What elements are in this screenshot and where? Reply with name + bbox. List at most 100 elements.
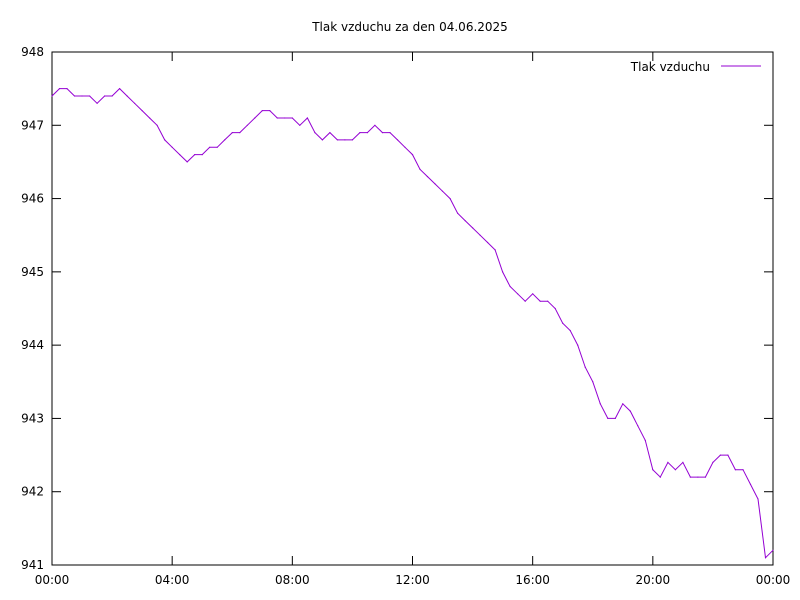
data-point [111,95,113,97]
data-point [389,132,391,134]
data-point [592,381,594,383]
series-line-tlak-vzduchu [51,87,774,559]
data-point [269,110,271,112]
x-tick-label: 00:00 [756,573,791,587]
y-tick-label: 947 [21,118,44,132]
data-point [464,220,466,222]
x-tick-label: 12:00 [395,573,430,587]
data-point [359,132,361,134]
data-point [314,132,316,134]
x-axis: 00:00 04:00 08:00 12:00 16:00 20:00 00:00 [35,52,791,587]
data-point [51,95,53,97]
data-point [216,146,218,148]
data-point [637,425,639,427]
data-point [179,154,181,156]
data-point [532,293,534,295]
data-point [261,110,263,112]
data-point [689,476,692,478]
data-point [231,132,233,134]
data-point [344,139,346,141]
data-point [577,344,579,346]
data-point [104,95,106,97]
data-point [629,410,631,412]
data-point [547,300,549,302]
data-point [539,300,541,302]
data-point [772,549,774,551]
data-point [96,102,98,104]
data-point [734,469,737,471]
data-point [554,307,556,310]
x-tick-label: 00:00 [35,573,70,587]
data-point [659,476,661,478]
data-point [209,146,211,148]
data-point [569,329,571,332]
data-point [614,417,616,419]
data-point [479,234,481,236]
data-point [81,95,83,97]
data-point [494,249,496,251]
data-point [697,476,699,478]
data-point [194,154,196,156]
series-layer [51,87,774,559]
data-point [502,271,504,273]
x-tick-label: 16:00 [515,573,550,587]
data-point [764,557,767,559]
data-point [599,403,601,405]
data-point [201,154,203,156]
data-point [562,322,564,324]
plot-frame [51,51,774,566]
data-point [742,469,744,471]
y-tick-label: 945 [21,265,44,279]
data-point [246,124,248,126]
data-point [134,102,136,104]
data-point [396,139,399,141]
y-tick-label: 948 [21,45,44,59]
data-point [674,469,677,471]
data-point [306,117,308,119]
y-tick-label: 942 [21,485,44,499]
data-point [727,454,729,456]
data-point [171,146,173,148]
data-point [224,139,226,141]
data-point [652,469,654,471]
data-point [472,227,474,229]
y-tick-label: 943 [21,411,44,425]
data-point [141,110,143,112]
data-point [149,117,151,119]
x-tick-label: 08:00 [275,573,310,587]
data-point [434,183,436,185]
data-point [66,88,68,90]
data-point [704,476,707,478]
data-point [299,124,301,126]
data-point [89,95,91,97]
data-point [329,132,331,134]
data-point [119,88,121,90]
data-point [712,461,714,463]
y-tick-label: 946 [21,192,44,206]
data-point [351,139,353,141]
data-point [411,154,414,156]
data-point [682,461,684,463]
data-point [607,417,609,419]
data-point [644,439,646,441]
data-point [517,293,519,295]
x-tick-label: 20:00 [636,573,671,587]
data-point [449,198,451,200]
data-point [419,168,421,170]
data-point [73,95,76,97]
data-point [667,461,669,463]
data-point [126,95,128,97]
data-point [336,139,338,141]
data-point [254,117,256,119]
y-tick-label: 944 [21,338,44,352]
data-point [584,366,586,368]
data-point [284,117,286,119]
data-point [164,139,166,141]
data-point [291,117,293,119]
x-tick-label: 04:00 [155,573,190,587]
data-point [757,498,759,500]
data-point [58,88,61,90]
legend-label-tlak-vzduchu: Tlak vzduchu [630,60,710,74]
data-point [381,132,384,134]
data-point [276,117,278,119]
